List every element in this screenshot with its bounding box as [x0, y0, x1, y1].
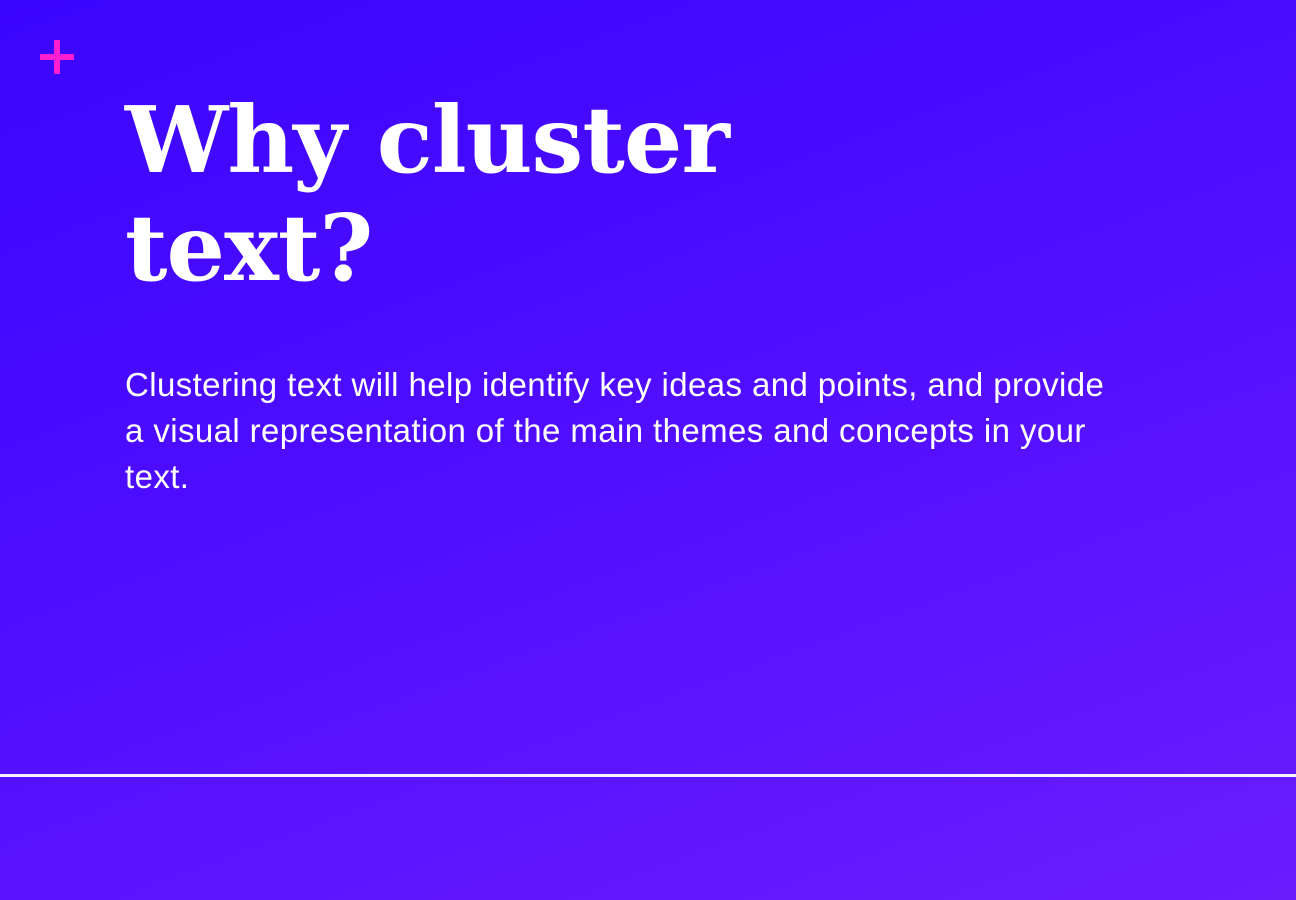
slide-title-line-1: Why cluster	[125, 86, 730, 194]
slide-title: Why cluster text?	[125, 86, 1025, 302]
divider-line	[0, 774, 1296, 777]
slide-body-text: Clustering text will help identify key i…	[125, 366, 1105, 495]
plus-icon	[40, 40, 74, 74]
slide-title-line-2: text?	[125, 194, 373, 302]
